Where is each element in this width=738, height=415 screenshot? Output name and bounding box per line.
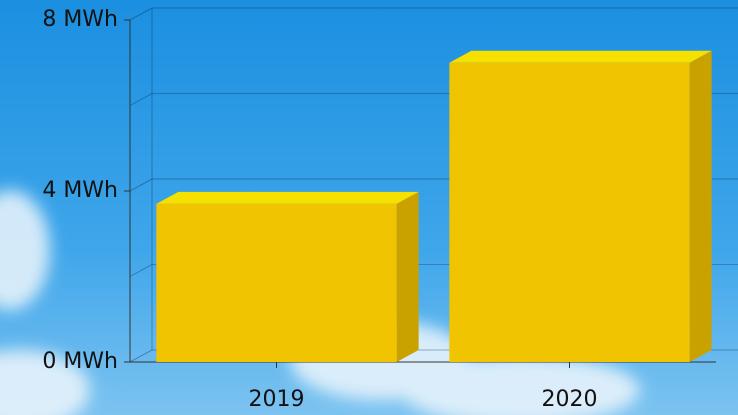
minor-grid-diag — [129, 93, 153, 106]
grid-diag — [129, 7, 153, 21]
bar-top — [449, 50, 712, 63]
x-tick-label: 2019 — [249, 387, 305, 412]
bar — [156, 203, 397, 362]
bar-top — [156, 191, 419, 204]
bar — [449, 62, 690, 362]
grid-diag — [129, 178, 153, 192]
grid-diag — [129, 349, 153, 363]
plot: 0 MWh 4 MWh 8 MWh 2019 2020 — [42, 7, 738, 412]
bar-side — [689, 50, 712, 362]
bar-side — [396, 191, 419, 362]
y-tick-label: 0 MWh — [42, 349, 118, 374]
y-tick-label: 4 MWh — [42, 178, 118, 203]
y-tick-label: 8 MWh — [42, 7, 118, 32]
x-tick-label: 2020 — [542, 387, 598, 412]
minor-grid-diag — [129, 264, 153, 277]
